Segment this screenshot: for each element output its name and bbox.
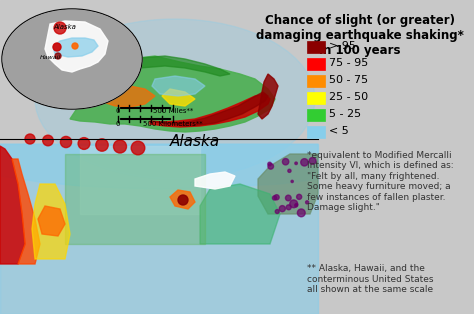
Text: 25 - 50: 25 - 50: [329, 92, 368, 102]
Text: Alaska: Alaska: [54, 24, 76, 30]
Polygon shape: [32, 184, 70, 259]
Polygon shape: [170, 190, 195, 209]
Circle shape: [297, 209, 305, 217]
Circle shape: [113, 140, 127, 153]
Circle shape: [291, 180, 293, 182]
Circle shape: [275, 209, 279, 214]
Bar: [0, 144, 318, 314]
Circle shape: [274, 195, 279, 200]
Polygon shape: [155, 92, 268, 126]
Polygon shape: [195, 172, 235, 189]
Ellipse shape: [3, 10, 141, 108]
Circle shape: [297, 194, 301, 199]
Circle shape: [25, 134, 35, 144]
Bar: [307, 58, 325, 70]
Text: 50 - 75: 50 - 75: [329, 75, 368, 85]
Circle shape: [295, 204, 298, 207]
Circle shape: [131, 141, 145, 155]
Polygon shape: [0, 144, 318, 189]
Polygon shape: [258, 74, 278, 119]
Circle shape: [268, 162, 272, 166]
Circle shape: [273, 196, 277, 200]
Circle shape: [268, 164, 273, 169]
Circle shape: [283, 159, 289, 165]
Polygon shape: [258, 154, 318, 214]
Circle shape: [306, 201, 309, 204]
Polygon shape: [38, 206, 65, 236]
Bar: [307, 92, 325, 104]
Circle shape: [78, 138, 90, 149]
Circle shape: [286, 205, 291, 210]
Circle shape: [54, 22, 66, 34]
Bar: [307, 75, 325, 87]
Polygon shape: [0, 146, 25, 264]
Polygon shape: [53, 38, 98, 57]
Bar: [307, 41, 325, 53]
Circle shape: [53, 43, 61, 51]
Circle shape: [178, 195, 188, 205]
Text: > 95: > 95: [329, 41, 356, 51]
Polygon shape: [162, 89, 195, 106]
Circle shape: [301, 159, 308, 166]
Polygon shape: [152, 76, 205, 96]
Circle shape: [285, 195, 291, 201]
Polygon shape: [100, 56, 230, 76]
Bar: [307, 126, 325, 138]
Text: ** Alaska, Hawaii, and the
conterminous United States
all shown at the same scal: ** Alaska, Hawaii, and the conterminous …: [307, 264, 434, 294]
Polygon shape: [200, 184, 280, 244]
Text: 0: 0: [116, 121, 120, 127]
Circle shape: [60, 136, 72, 148]
Polygon shape: [100, 86, 155, 107]
Circle shape: [279, 206, 285, 212]
Circle shape: [309, 157, 316, 164]
Text: 500 Miles**: 500 Miles**: [153, 108, 193, 114]
Circle shape: [290, 200, 298, 208]
Text: Chance of slight (or greater)
damaging earthquake shaking*
in 100 years: Chance of slight (or greater) damaging e…: [256, 14, 464, 57]
Text: < 5: < 5: [329, 126, 349, 136]
Polygon shape: [70, 56, 275, 132]
Polygon shape: [12, 159, 40, 264]
Circle shape: [55, 53, 61, 59]
Text: 0: 0: [116, 108, 120, 114]
Text: 75 - 95: 75 - 95: [329, 58, 368, 68]
Circle shape: [72, 43, 78, 49]
Bar: [65, 154, 205, 244]
Polygon shape: [80, 146, 200, 214]
Circle shape: [288, 169, 291, 172]
Polygon shape: [150, 94, 270, 127]
Ellipse shape: [2, 9, 142, 109]
Circle shape: [43, 135, 53, 146]
Text: Alaska: Alaska: [170, 134, 220, 149]
Circle shape: [96, 139, 108, 151]
Ellipse shape: [35, 19, 315, 179]
Text: Hawaii: Hawaii: [39, 55, 61, 60]
Circle shape: [295, 203, 298, 206]
Text: 5 - 25: 5 - 25: [329, 109, 361, 119]
Text: 500 Kilometers**: 500 Kilometers**: [143, 121, 203, 127]
Polygon shape: [45, 21, 108, 72]
Text: *equivalent to Modified Mercalli
Intensity VI, which is defined as:
"Felt by all: *equivalent to Modified Mercalli Intensi…: [307, 151, 454, 212]
Bar: [307, 109, 325, 121]
Circle shape: [295, 162, 297, 165]
